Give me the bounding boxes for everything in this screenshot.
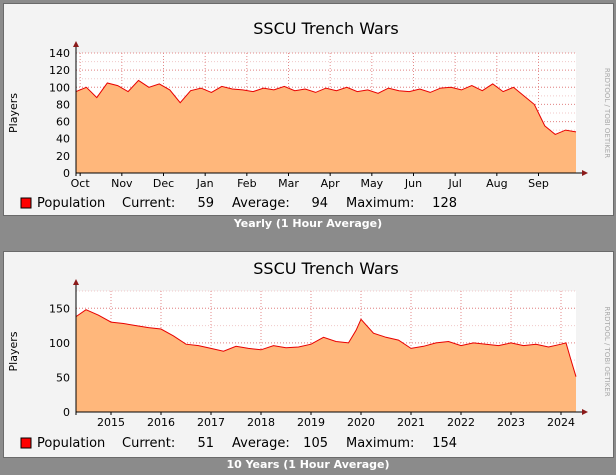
x-tick-label: 2024 [547, 416, 575, 429]
yearly-chart: SSCU Trench Wars Players RRDTOOL / TOBI OE… [7, 19, 611, 211]
x-tick-label: 2022 [447, 416, 475, 429]
x-tick-label: May [360, 177, 383, 190]
x-tick-label: Aug [486, 177, 507, 190]
x-tick-label: Nov [111, 177, 133, 190]
x-tick-label: Jun [404, 177, 422, 190]
y-tick-label: 140 [49, 47, 70, 60]
x-tick-label: Mar [278, 177, 299, 190]
legend-maximum-value: 154 [432, 436, 457, 451]
legend-maximum-value: 128 [432, 196, 457, 211]
x-tick-label: Oct [71, 177, 91, 190]
x-tick-label: Jul [448, 177, 462, 190]
x-tick-label: 2023 [497, 416, 525, 429]
legend-swatch [20, 437, 32, 449]
population-line [75, 79, 577, 135]
x-tick-label: 2018 [247, 416, 275, 429]
y-axis-arrow [73, 279, 79, 285]
chart-title: SSCU Trench Wars [253, 259, 398, 278]
legend-current-label: Current: [122, 196, 175, 211]
x-tick-label: 2020 [347, 416, 375, 429]
ten-year-chart: SSCU Trench Wars Players RRDTOOL / TOBI OE… [7, 259, 611, 451]
y-tick-label: 40 [56, 133, 70, 146]
legend-current-value: 59 [197, 196, 214, 211]
legend-label: Population [37, 196, 105, 211]
ten-year-graph-panel: SSCU Trench Wars Players RRDTOOL / TOBI OE… [3, 251, 614, 458]
y-tick-label: 20 [56, 150, 70, 163]
legend-label: Population [37, 436, 105, 451]
legend-average-value: 105 [303, 436, 328, 451]
ten-year-caption: 10 Years (1 Hour Average) [226, 458, 390, 471]
y-tick-label: 60 [56, 116, 70, 129]
y-tick-label: 100 [49, 337, 70, 350]
rrdtool-watermark: RRDTOOL / TOBI OETIKER [603, 68, 611, 158]
legend-average-value: 94 [311, 196, 328, 211]
y-tick-label: 100 [49, 81, 70, 94]
y-tick-label: 80 [56, 98, 70, 111]
x-tick-label: 2021 [397, 416, 425, 429]
y-tick-label: 0 [63, 167, 70, 180]
legend-average-label: Average: [232, 196, 290, 211]
y-tick-label: 120 [49, 64, 70, 77]
legend-maximum-label: Maximum: [346, 196, 414, 211]
yearly-caption: Yearly (1 Hour Average) [233, 217, 383, 230]
x-tick-label: Dec [153, 177, 174, 190]
x-tick-label: 2017 [197, 416, 225, 429]
y-axis-arrow [73, 41, 79, 47]
x-tick-label: Sep [528, 177, 549, 190]
x-axis-arrow [582, 170, 588, 176]
x-tick-label: Apr [321, 177, 341, 190]
yearly-graph-panel: SSCU Trench Wars Players RRDTOOL / TOBI OE… [3, 3, 614, 216]
legend-swatch [20, 197, 32, 209]
legend-current-value: 51 [197, 436, 214, 451]
x-tick-label: Jan [196, 177, 214, 190]
x-tick-label: Feb [237, 177, 256, 190]
y-tick-label: 150 [49, 302, 70, 315]
population-area [76, 309, 576, 412]
x-tick-label: 2015 [97, 416, 125, 429]
x-axis-arrow [582, 409, 588, 415]
y-tick-label: 0 [63, 406, 70, 419]
legend-average-label: Average: [232, 436, 290, 451]
legend-maximum-label: Maximum: [346, 436, 414, 451]
rrdtool-watermark: RRDTOOL / TOBI OETIKER [603, 306, 611, 396]
chart-title: SSCU Trench Wars [253, 19, 398, 38]
x-tick-label: 2016 [147, 416, 175, 429]
population-line [75, 309, 577, 377]
legend-current-label: Current: [122, 436, 175, 451]
y-axis-label: Players [7, 93, 20, 133]
y-axis-label: Players [7, 331, 20, 371]
y-tick-label: 50 [56, 371, 70, 384]
population-area [76, 80, 576, 173]
x-tick-label: 2019 [297, 416, 325, 429]
